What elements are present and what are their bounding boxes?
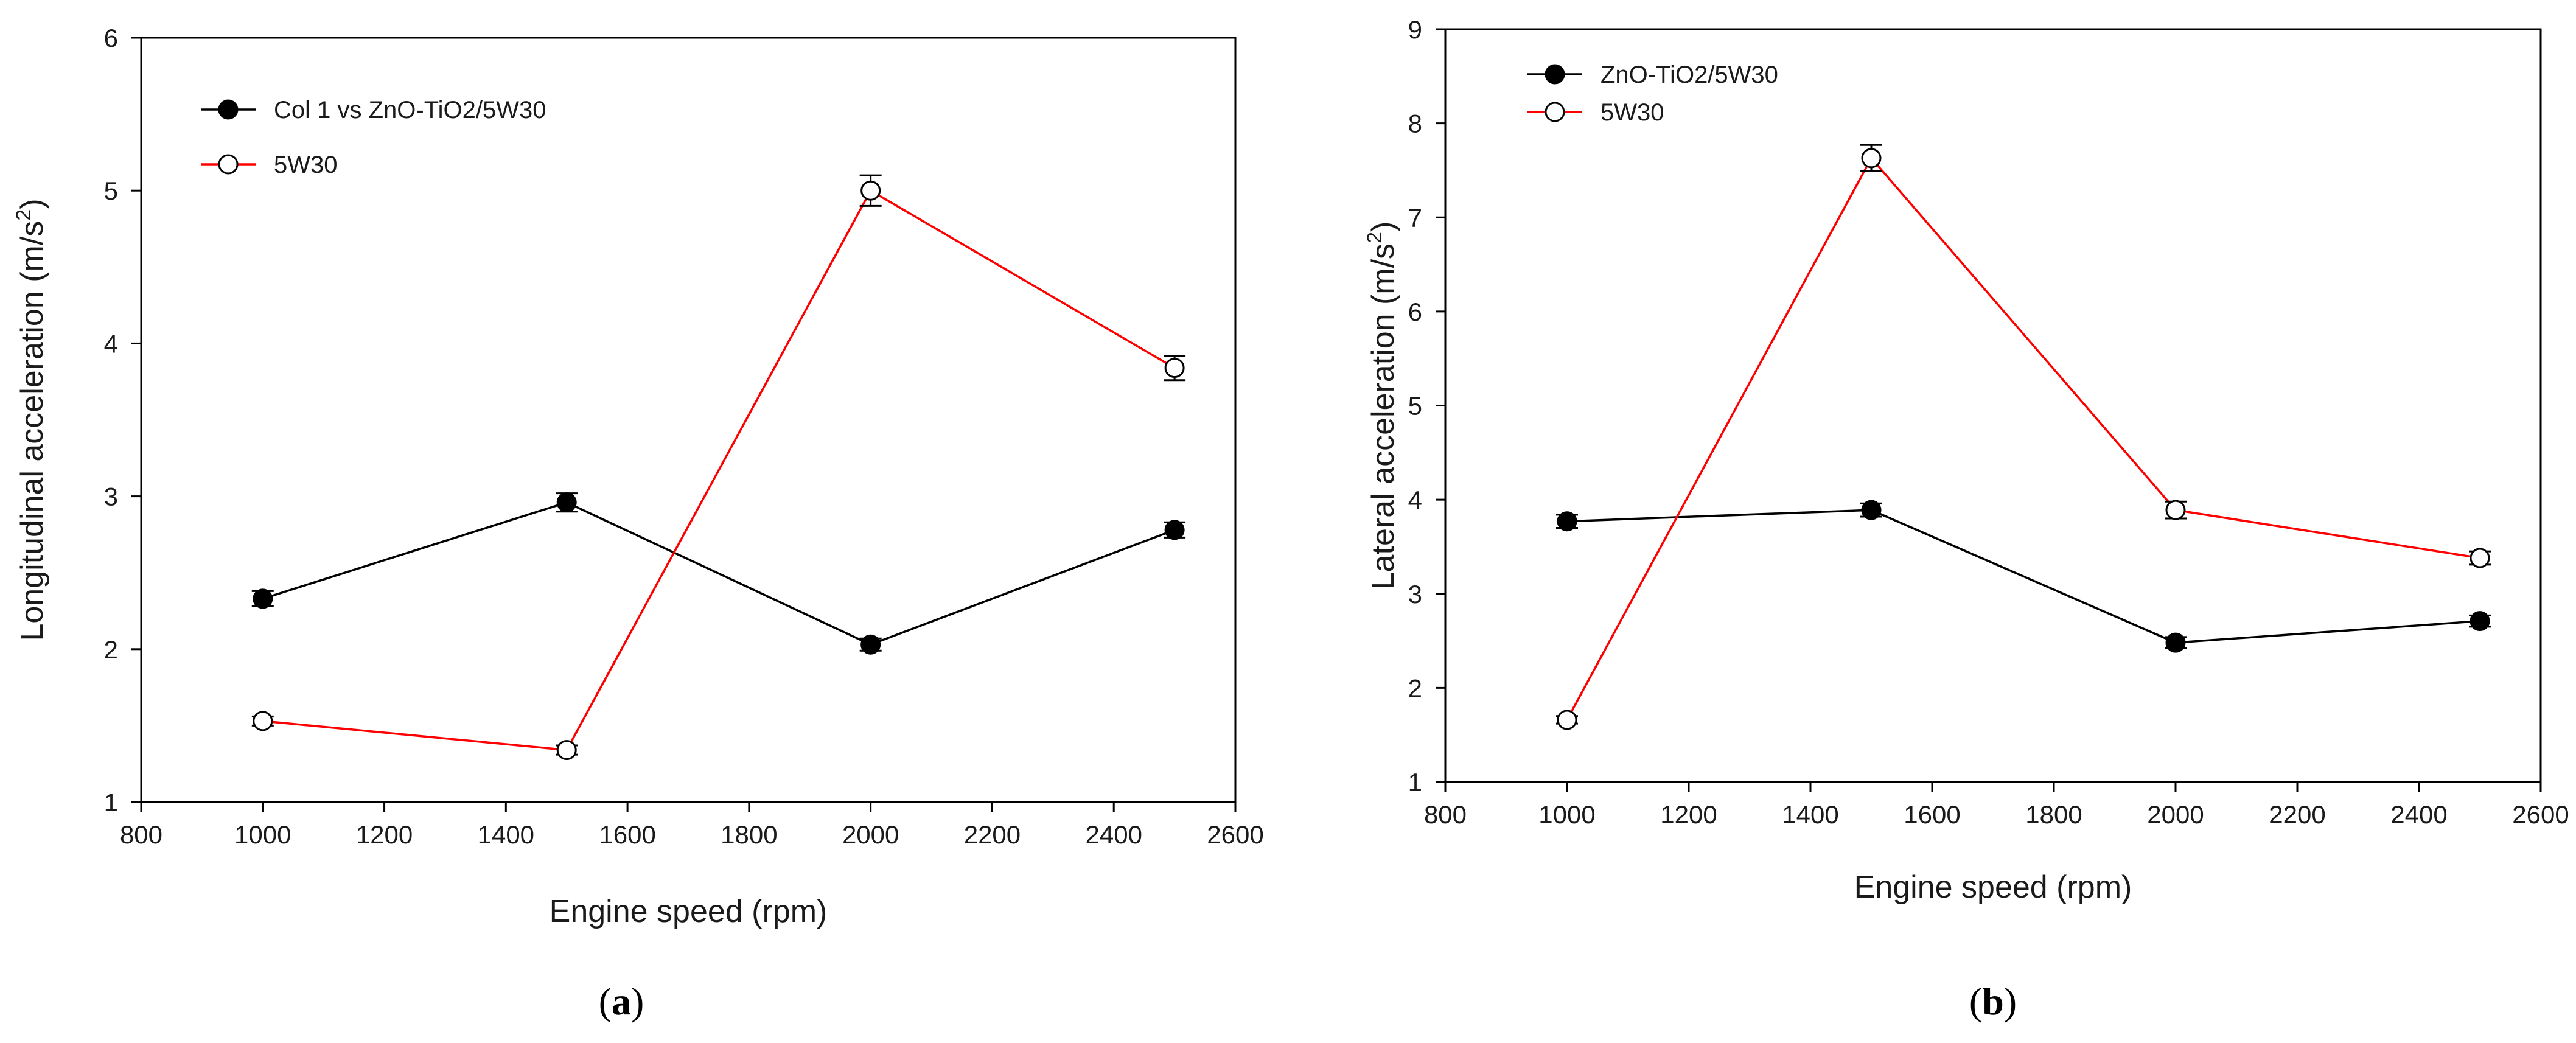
chart-b-legend-label-1: ZnO-TiO2/5W30 — [1600, 61, 1778, 88]
chart-b-y-tick-label: 9 — [1408, 15, 1422, 44]
chart-a-x-tick-label: 1000 — [234, 820, 291, 849]
chart-b-y-tick-label: 3 — [1408, 580, 1422, 609]
chart-b-x-tick-label: 1400 — [1782, 800, 1838, 829]
chart-b-series-1-point — [2165, 632, 2186, 653]
chart-a-series-1-point — [556, 492, 577, 513]
chart-a-series-1-line — [262, 501, 1175, 646]
chart-b-series-1-point — [2470, 611, 2490, 632]
chart-a-y-tick-label: 5 — [104, 176, 118, 205]
chart-b-plot-frame — [1444, 28, 2542, 783]
chart-a-legend-label-1: Col 1 vs ZnO-TiO2/5W30 — [274, 97, 546, 124]
chart-a-series-2-point — [556, 740, 577, 761]
chart-a-x-tick-label: 1800 — [721, 820, 777, 849]
chart-a-legend-marker-1 — [218, 99, 239, 120]
chart-b-series-2-line — [1566, 156, 2480, 720]
chart-a-y-tick-label: 2 — [104, 635, 118, 664]
chart-b-legend-marker-2 — [1545, 102, 1565, 122]
chart-a-plot-frame — [140, 37, 1237, 803]
chart-b-y-tick-label: 6 — [1408, 298, 1422, 326]
chart-a-x-tick-label: 2200 — [964, 820, 1021, 849]
chart-b-series-1-point — [1557, 511, 1577, 532]
chart-b-x-tick-label: 1000 — [1538, 800, 1595, 829]
chart-a-x-tick-label: 2000 — [842, 820, 899, 849]
chart-b-legend-label-2: 5W30 — [1600, 99, 1664, 126]
chart-b-y-tick-label: 1 — [1408, 768, 1422, 797]
chart-b-y-tick-label: 8 — [1408, 110, 1422, 138]
chart-a-y-tick-label: 4 — [104, 329, 118, 358]
chart-b-panel-label: (b) — [1969, 980, 2017, 1023]
chart-b-series-1-line — [1566, 509, 2480, 644]
chart-a-series-2-point — [1164, 358, 1185, 378]
chart-b: 800 1000 1200 1400 1600 1800 2000 2200 2400 2600 1… — [1363, 15, 2569, 1023]
chart-a-series-2-line — [262, 189, 1175, 752]
chart-b-x-tick-label: 2200 — [2269, 800, 2325, 829]
chart-b-y-tick-label: 5 — [1408, 392, 1422, 420]
chart-a-y-axis-label: Longitudinal acceleration (m/s2) — [12, 198, 50, 641]
chart-b-y-tick-label: 4 — [1408, 486, 1422, 514]
chart-a-series-2-point — [860, 180, 881, 201]
chart-b-series-2-point — [2470, 548, 2490, 568]
chart-b-series-2-point — [1557, 710, 1577, 730]
chart-b-series-2-point — [1861, 148, 1882, 169]
chart-b-series-2-point — [2165, 500, 2186, 520]
chart-a-x-tick-label: 800 — [120, 820, 162, 849]
chart-b-x-tick-label: 1800 — [2025, 800, 2082, 829]
chart-b-legend-marker-1 — [1545, 64, 1565, 85]
chart-a-x-tick-label: 1200 — [356, 820, 413, 849]
chart-b-series-1-point — [1861, 500, 1882, 520]
chart-a-series-2-point — [253, 711, 273, 731]
chart-a-panel-label: (a) — [599, 980, 644, 1023]
chart-a-x-tick-label: 2600 — [1207, 820, 1263, 849]
chart-a-x-tick-label: 1400 — [478, 820, 534, 849]
chart-b-x-tick-label: 2600 — [2512, 800, 2569, 829]
chart-a: 800 1000 1200 1400 1600 1800 2000 2200 2400 2600 1… — [12, 24, 1264, 1023]
chart-b-y-axis-label: Lateral acceleration (m/s2) — [1363, 222, 1401, 590]
chart-a-y-tick-label: 6 — [104, 24, 118, 52]
chart-b-x-tick-label: 1600 — [1904, 800, 1960, 829]
chart-b-x-axis-label: Engine speed (rpm) — [1854, 870, 2132, 905]
chart-b-x-tick-label: 800 — [1424, 800, 1467, 829]
chart-b-y-tick-label: 7 — [1408, 203, 1422, 232]
chart-a-y-tick-label: 3 — [104, 483, 118, 511]
chart-b-x-tick-label: 1200 — [1660, 800, 1717, 829]
chart-a-legend-marker-2 — [218, 154, 239, 175]
chart-a-x-axis-label: Engine speed (rpm) — [550, 894, 828, 929]
chart-a-legend-label-2: 5W30 — [274, 152, 338, 178]
chart-a-x-tick-label: 2400 — [1086, 820, 1142, 849]
chart-b-x-tick-label: 2400 — [2390, 800, 2447, 829]
chart-a-x-tick-label: 1600 — [599, 820, 655, 849]
chart-a-y-tick-label: 1 — [104, 788, 118, 817]
chart-a-series-1-point — [1164, 520, 1185, 540]
chart-a-series-1-point — [253, 588, 273, 609]
chart-a-series-1-point — [860, 634, 881, 655]
chart-b-x-tick-label: 2000 — [2147, 800, 2204, 829]
chart-b-y-tick-label: 2 — [1408, 674, 1422, 702]
